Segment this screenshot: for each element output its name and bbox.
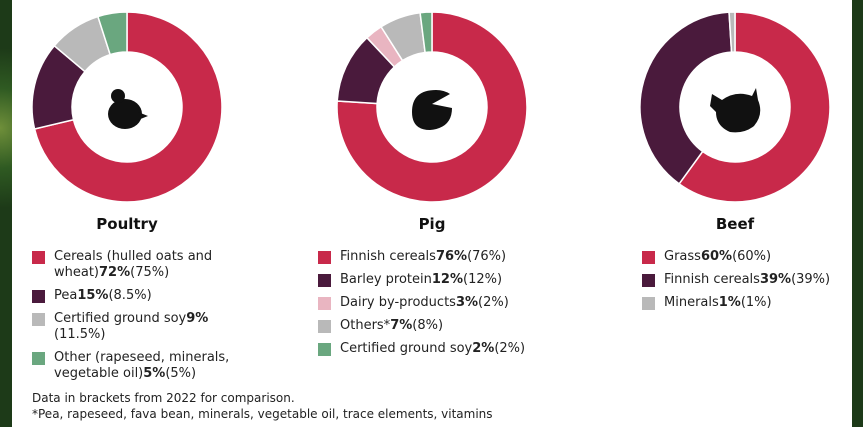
legend-previous: (1%) (740, 295, 772, 310)
notes: Data in brackets from 2022 for compariso… (32, 390, 493, 422)
legend-value: 7% (390, 318, 413, 333)
legend-value: 2% (472, 341, 495, 356)
legend-text: Dairy by-products3%(2%) (340, 295, 509, 311)
legend-text: Grass60%(60%) (664, 249, 771, 265)
legend-swatch (32, 352, 45, 365)
legend-item: Dairy by-products3%(2%) (318, 295, 548, 311)
legend-swatch (642, 297, 655, 310)
legend-text: Finnish cereals39%(39%) (664, 272, 830, 288)
legend-item: Finnish cereals39%(39%) (642, 272, 852, 288)
note: Data in brackets from 2022 for compariso… (32, 391, 295, 405)
legend-previous: (5%) (165, 366, 197, 381)
legend-label: Certified ground soy (54, 311, 187, 326)
legend-label: Grass (664, 249, 701, 264)
legend-previous: (8%) (412, 318, 444, 333)
legend-label: Finnish cereals (664, 272, 760, 287)
legend-item: Cereals (hulled oats and wheat)72%(75%) (32, 249, 242, 281)
donut-segment (728, 11, 736, 53)
legend-item: Finnish cereals76%(76%) (318, 249, 548, 265)
legend-previous: (2%) (478, 295, 509, 310)
legend-value: 3% (455, 295, 479, 310)
legend-text: Minerals1%(1%) (664, 295, 772, 311)
legend-previous: (12%) (463, 272, 503, 287)
legend-label: Certified ground soy (340, 341, 473, 356)
donut-segment (639, 11, 733, 185)
donut-segment (96, 11, 128, 56)
donut-segment (336, 11, 528, 203)
legend-value: 15% (77, 288, 109, 303)
legend-value: 39% (759, 272, 792, 287)
legend-swatch (318, 274, 331, 287)
legend-text: Certified ground soy2%(2%) (340, 341, 525, 357)
legend-item: Other (rapeseed, minerals, vegetable oil… (32, 350, 242, 382)
legend-previous: (60%) (732, 249, 772, 264)
legend-item: Minerals1%(1%) (642, 295, 852, 311)
note: *Pea, rapeseed, fava bean, minerals, veg… (32, 407, 493, 421)
legend-item: Grass60%(60%) (642, 249, 852, 265)
legend-label: Minerals (664, 295, 719, 310)
legend-text: Certified ground soy9% (11.5%) (54, 311, 242, 343)
legend-swatch (642, 251, 655, 264)
legend-item: Others*7%(8%) (318, 318, 548, 334)
legend-value: 76% (435, 249, 468, 264)
legend-value: 9% (186, 311, 209, 326)
legend-value: 12% (431, 272, 464, 287)
pig-icon (412, 90, 452, 130)
legend-label: Barley protein (340, 272, 432, 287)
legend-text: Cereals (hulled oats and wheat)72%(75%) (54, 249, 242, 281)
legend-item: Pea15%(8.5%) (32, 288, 242, 304)
legend-item: Barley protein12%(12%) (318, 272, 548, 288)
donut-segment (33, 11, 223, 203)
legend-previous: (39%) (791, 272, 831, 287)
legend-item: Certified ground soy9% (11.5%) (32, 311, 242, 343)
legend: Cereals (hulled oats and wheat)72%(75%) P… (32, 249, 242, 389)
legend-value: 5% (143, 366, 166, 381)
legend-item: Certified ground soy2%(2%) (318, 341, 548, 357)
legend-text: Pea15%(8.5%) (54, 288, 152, 304)
chart-title: Poultry (96, 215, 158, 233)
legend-label: Others* (340, 318, 391, 333)
legend-swatch (318, 343, 331, 356)
legend-previous: (8.5%) (108, 288, 152, 303)
cow-icon (710, 88, 761, 133)
legend-swatch (318, 251, 331, 264)
legend: Finnish cereals76%(76%) Barley protein12%… (318, 249, 548, 364)
legend-previous: (11.5%) (54, 327, 106, 342)
legend-label: Pea (54, 288, 78, 303)
legend-swatch (642, 274, 655, 287)
legend-value: 72% (99, 265, 131, 280)
legend-label: Dairy by-products (340, 295, 456, 310)
legend-previous: (75%) (130, 265, 170, 280)
chart-title: Beef (716, 215, 755, 233)
legend-label: Cereals (hulled oats and wheat) (54, 249, 213, 280)
legend-value: 1% (718, 295, 741, 310)
panel (12, 0, 852, 427)
chicken-icon (108, 89, 148, 129)
legend-previous: (76%) (467, 249, 507, 264)
legend-text: Barley protein12%(12%) (340, 272, 502, 288)
legend-text: Other (rapeseed, minerals, vegetable oil… (54, 350, 242, 382)
legend-label: Other (rapeseed, minerals, vegetable oil… (54, 350, 230, 381)
donut-segment (678, 11, 831, 203)
legend-swatch (32, 251, 45, 264)
legend-label: Finnish cereals (340, 249, 436, 264)
donut-segment (419, 11, 433, 54)
legend-text: Others*7%(8%) (340, 318, 443, 334)
chart-title: Pig (419, 215, 446, 233)
legend-previous: (2%) (494, 341, 526, 356)
charts: Poultry Pig Beef (31, 11, 831, 233)
legend-swatch (32, 290, 45, 303)
legend-swatch (32, 313, 45, 326)
legend: Grass60%(60%) Finnish cereals39%(39%) Mine… (642, 249, 852, 318)
legend-text: Finnish cereals76%(76%) (340, 249, 506, 265)
legend-swatch (318, 297, 331, 310)
legend-value: 60% (700, 249, 733, 264)
legend-swatch (318, 320, 331, 333)
